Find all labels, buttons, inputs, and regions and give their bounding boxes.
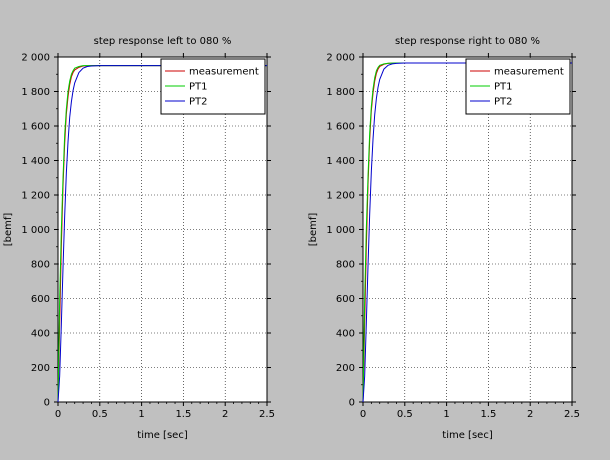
- y-tick-label: 800: [31, 260, 50, 271]
- y-tick-label: 2 000: [326, 53, 355, 64]
- x-tick-label: 1.5: [480, 409, 496, 420]
- x-axis-label: time [sec]: [442, 430, 493, 441]
- x-tick-label: 1: [138, 409, 144, 420]
- y-tick-label: 2 000: [21, 53, 50, 64]
- legend: measurement PT1 PT2: [465, 58, 571, 115]
- y-axis-label: [bemf]: [3, 213, 14, 247]
- y-tick-label: 0: [44, 398, 50, 409]
- legend-label: PT1: [494, 82, 513, 93]
- y-tick-label: 0: [349, 398, 355, 409]
- x-tick-label: 2.5: [259, 409, 275, 420]
- y-tick-label: 400: [336, 329, 355, 340]
- y-tick-label: 1 800: [21, 87, 50, 98]
- legend-label: measurement: [189, 67, 259, 78]
- x-tick-label: 1: [443, 409, 449, 420]
- x-tick-label: 2: [527, 409, 533, 420]
- y-tick-label: 800: [336, 260, 355, 271]
- y-tick-label: 1 400: [21, 156, 50, 167]
- legend-label: PT1: [189, 82, 208, 93]
- y-tick-label: 1 600: [326, 122, 355, 133]
- chart-panel-1: 0 0.5 1 1.5 2 2.5 0 200 400 600 800 1 000 1 200 1 400…: [3, 36, 275, 441]
- y-tick-label: 1 800: [326, 87, 355, 98]
- legend-label: PT2: [189, 97, 208, 108]
- x-tick-label: 2.5: [564, 409, 580, 420]
- y-axis-label: [bemf]: [308, 213, 319, 247]
- x-axis-label: time [sec]: [137, 430, 188, 441]
- y-tick-label: 400: [31, 329, 50, 340]
- series-line-pt2: [362, 62, 572, 403]
- y-tick-label: 1 200: [21, 191, 50, 202]
- series-line-pt2: [57, 65, 267, 403]
- x-tick-label: 0.5: [397, 409, 413, 420]
- y-tick-label: 600: [31, 294, 50, 305]
- chart-title: step response left to 080 %: [94, 36, 232, 47]
- chart-title: step response right to 080 %: [395, 36, 540, 47]
- legend-label: PT2: [494, 97, 513, 108]
- chart-panel-2: 0 0.5 1 1.5 2 2.5 0 200 400 600 800 1 000 1 200 1 400…: [308, 36, 580, 441]
- y-tick-label: 1 200: [326, 191, 355, 202]
- y-tick-label: 1 000: [326, 225, 355, 236]
- legend: measurement PT1 PT2: [160, 58, 266, 115]
- y-tick-label: 200: [31, 363, 50, 374]
- x-tick-label: 0: [55, 409, 61, 420]
- y-tick-label: 600: [336, 294, 355, 305]
- x-tick-label: 0.5: [92, 409, 108, 420]
- y-tick-label: 200: [336, 363, 355, 374]
- x-tick-label: 2: [222, 409, 228, 420]
- y-tick-label: 1 400: [326, 156, 355, 167]
- legend-label: measurement: [494, 67, 564, 78]
- y-tick-label: 1 600: [21, 122, 50, 133]
- x-tick-label: 1.5: [175, 409, 191, 420]
- y-tick-label: 1 000: [21, 225, 50, 236]
- x-tick-label: 0: [360, 409, 366, 420]
